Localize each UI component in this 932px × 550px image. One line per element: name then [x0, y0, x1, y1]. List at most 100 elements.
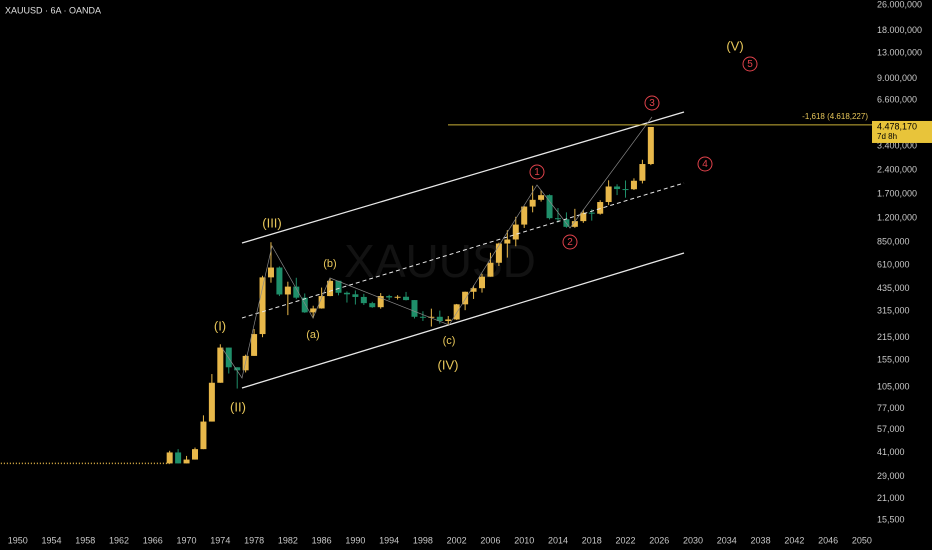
x-tick-label: 1982 [278, 535, 298, 545]
candle-body [622, 189, 629, 191]
candle-body [546, 195, 553, 219]
x-tick-label: 1962 [109, 535, 129, 545]
y-tick-label: 3.400,000 [877, 140, 917, 150]
last-price-box [872, 120, 932, 143]
candle-body [436, 316, 443, 321]
y-tick-label: 105,000 [877, 382, 910, 392]
y-tick-label: 850,000 [877, 237, 910, 247]
x-tick-label: 2026 [649, 535, 669, 545]
x-tick-label: 1966 [143, 535, 163, 545]
y-tick-label: 13.000,000 [877, 47, 922, 57]
x-tick-label: 1978 [244, 535, 264, 545]
x-tick-label: 2002 [447, 535, 467, 545]
candle-body [369, 303, 376, 308]
y-tick-label: 9.000,000 [877, 73, 917, 83]
wave-label: (b) [323, 258, 336, 270]
candle-body [470, 288, 477, 292]
wave-number: 2 [567, 237, 573, 248]
candle-body [521, 206, 528, 225]
y-tick-label: 29,000 [877, 471, 905, 481]
y-tick-label: 6.600,000 [877, 94, 917, 104]
candle-body [183, 459, 190, 464]
candle-body [352, 294, 359, 297]
y-tick-label: 1.700,000 [877, 189, 917, 199]
annotations: (I) (II) (III) (IV) (V) (a) (b) (c) [214, 38, 744, 414]
x-tick-label: 2010 [514, 535, 534, 545]
wave-label: (I) [214, 318, 226, 333]
candle-body [512, 224, 519, 240]
candle-body [580, 212, 587, 222]
y-tick-label: 26.000,000 [877, 0, 922, 9]
candle-body [377, 296, 384, 308]
candle-body [217, 347, 224, 383]
x-tick-label: 1954 [41, 535, 61, 545]
minor-waves: 1 2 3 4 5 [529, 56, 758, 250]
candle-body [462, 291, 469, 305]
wave-circle [562, 234, 578, 250]
candle-body [411, 300, 418, 317]
candle-body [276, 267, 283, 295]
candle-body [310, 308, 317, 313]
channel-lower [241, 252, 685, 389]
candle-body [588, 212, 595, 214]
candle-body [487, 262, 494, 277]
y-tick-label: 435,000 [877, 283, 910, 293]
watermark: XAUUSD [344, 235, 536, 287]
candle-body [335, 280, 342, 293]
wave-number: 3 [649, 98, 655, 109]
wave-label: (III) [262, 215, 282, 230]
candle-body [301, 297, 308, 313]
wave-number: 1 [534, 167, 540, 178]
candle-body [225, 347, 232, 368]
candle-body [403, 296, 410, 301]
x-tick-label: 1970 [177, 535, 197, 545]
candle-body [597, 202, 604, 214]
wave-circle [742, 56, 758, 72]
y-tick-label: 215,000 [877, 332, 910, 342]
countdown: 7d 8h [877, 132, 897, 141]
x-tick-label: 1950 [8, 535, 28, 545]
wave-label: (V) [726, 38, 743, 53]
candle-body [419, 316, 426, 318]
candle-body [318, 296, 325, 309]
symbol-header: XAUUSD · 6A · OANDA [5, 5, 101, 15]
candle-body [495, 243, 502, 263]
y-tick-label: 610,000 [877, 260, 910, 270]
x-tick-label: 2042 [784, 535, 804, 545]
y-tick-label: 155,000 [877, 355, 910, 365]
y-tick-label: 21,000 [877, 493, 905, 503]
wave-path [221, 116, 653, 379]
x-tick-label: 1974 [210, 535, 230, 545]
candle-body [639, 164, 646, 181]
candle-body [394, 296, 401, 298]
candle-body [605, 186, 612, 203]
y-tick-label: 1.200,000 [877, 213, 917, 223]
candle-body [445, 319, 452, 321]
y-tick-label: 41,000 [877, 447, 905, 457]
wave-label: (IV) [438, 357, 459, 372]
y-tick-label: 57,000 [877, 424, 905, 434]
x-tick-label: 1998 [413, 535, 433, 545]
candle-body [166, 452, 173, 464]
candle-body [267, 267, 274, 278]
candle-body [538, 195, 545, 200]
candle-body [630, 180, 637, 190]
candle-body [251, 334, 258, 356]
candle-body [259, 277, 266, 335]
candle-body [200, 421, 207, 450]
x-tick-label: 1990 [345, 535, 365, 545]
wave-label: (c) [443, 335, 456, 347]
candle-body [453, 304, 460, 320]
wave-circle [644, 95, 660, 111]
candle-body [208, 382, 215, 422]
candle-body [343, 292, 350, 295]
candle-body [504, 239, 511, 244]
candle-body [479, 276, 486, 289]
wave-label: (II) [230, 399, 246, 414]
wave-number: 4 [702, 159, 708, 170]
y-tick-label: 2.400,000 [877, 165, 917, 175]
y-tick-label: 18.000,000 [877, 25, 922, 35]
last-price-label: 4.478,170 [877, 121, 917, 131]
